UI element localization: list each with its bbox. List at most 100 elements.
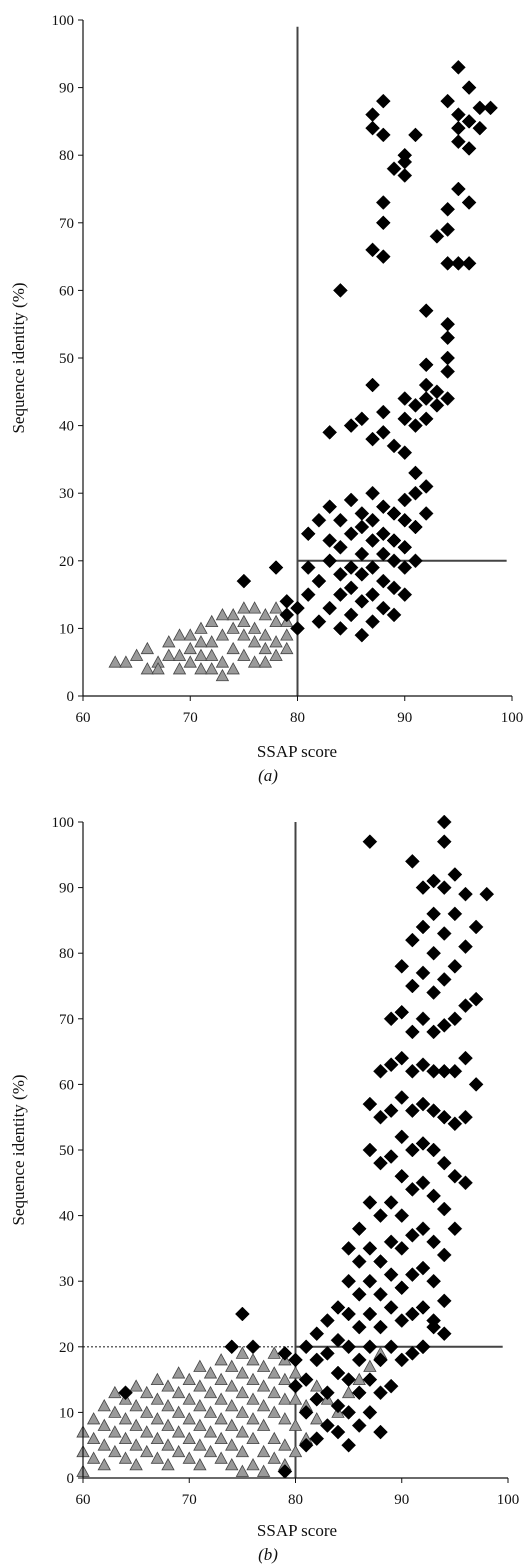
diamond-point (436, 1063, 452, 1079)
x-tick-label: 90 (394, 1492, 409, 1508)
diamond-point (341, 1339, 356, 1355)
triangle-point (256, 1359, 271, 1372)
diamond-point (373, 1385, 388, 1401)
y-tick-label: 0 (67, 1471, 75, 1487)
triangle-point (161, 1458, 175, 1471)
triangle-point (215, 608, 230, 621)
diamond-point (351, 1352, 367, 1368)
triangle-point (194, 635, 208, 648)
triangle-point (172, 648, 187, 661)
diamond-point (373, 1319, 388, 1335)
y-tick-label: 10 (59, 1405, 74, 1421)
diamond-point (320, 1313, 335, 1328)
triangle-point (226, 621, 240, 634)
triangle-point (118, 1431, 133, 1445)
triangle-point (203, 1385, 218, 1399)
y-tick-label: 100 (52, 815, 75, 831)
diamond-point (415, 1221, 431, 1237)
diamond-point (386, 161, 402, 177)
triangle-point (278, 1392, 292, 1405)
triangle-point (203, 1405, 218, 1418)
diamond-point (365, 120, 380, 136)
diamond-point (309, 1431, 325, 1446)
diamond-point (279, 594, 295, 609)
x-tick-label: 60 (76, 1492, 91, 1508)
diamond-point (365, 533, 380, 548)
diamond-point (343, 492, 359, 508)
triangle-point (215, 668, 230, 682)
diamond-point (354, 627, 370, 643)
diamond-point (483, 100, 498, 116)
triangle-point (256, 1399, 271, 1412)
y-tick-label: 70 (59, 1012, 74, 1028)
diamond-point (397, 154, 413, 170)
triangle-point (235, 1346, 250, 1359)
diamond-point (408, 465, 423, 481)
diamond-point (365, 587, 380, 602)
diamond-point (440, 201, 456, 217)
triangle-point (235, 1385, 250, 1399)
x-tick-label: 100 (501, 710, 524, 726)
triangle-point (97, 1399, 111, 1412)
triangle-point (119, 655, 133, 668)
chart-panel-a: 0 10 20 30 40 50 60 70 80 90 100 60 70 80 90 100 SSAP s… (9, 13, 523, 785)
diamond-point (362, 1372, 378, 1387)
triangle-point (225, 1399, 239, 1412)
diamond-point (311, 573, 327, 589)
diamond-point (461, 141, 477, 156)
y-tick-label: 20 (59, 1340, 74, 1356)
diamond-point (383, 1339, 399, 1355)
diamond-point (383, 1103, 399, 1118)
triangle-point (225, 1359, 239, 1372)
diamond-point (458, 939, 473, 954)
triangle-point (247, 621, 262, 634)
diamond-point (341, 1306, 356, 1322)
diamond-point (436, 814, 452, 830)
diamond-point (447, 1116, 463, 1132)
diamond-point (440, 391, 456, 406)
y-tick-label: 40 (59, 1209, 74, 1225)
triangle-point (235, 1405, 250, 1418)
diamond-point (386, 553, 402, 569)
diamond-point (322, 553, 338, 569)
triangle-point (129, 1399, 143, 1412)
triangle-point (235, 1464, 250, 1477)
diamond-point (461, 114, 477, 129)
diamond-point (394, 1208, 410, 1223)
diamond-point (436, 1109, 452, 1125)
triangle-point (288, 1418, 303, 1431)
triangle-point (161, 1418, 175, 1431)
diamond-point (365, 107, 380, 122)
diamond-point (322, 600, 338, 616)
diamond-point (354, 411, 370, 427)
diamond-point (394, 1050, 410, 1066)
triangle-point (150, 1451, 165, 1464)
diamond-point (405, 1182, 420, 1197)
triangle-point (235, 1425, 250, 1438)
triangle-point (247, 601, 262, 614)
diamond-point (351, 1385, 367, 1401)
triangle-point (183, 655, 197, 668)
triangle-point (194, 621, 208, 634)
triangle-point (108, 655, 122, 668)
diamond-point (365, 512, 380, 528)
diamond-point (436, 1326, 452, 1342)
diamond-point (418, 506, 434, 521)
diamond-point (333, 512, 348, 528)
triangle-point (182, 1392, 196, 1405)
y-tick-label: 80 (59, 946, 74, 962)
triangle-point (256, 1418, 271, 1431)
diamond-point (451, 120, 466, 136)
diamond-point (375, 215, 391, 231)
diamond-point (375, 546, 391, 562)
diamond-point (373, 1254, 388, 1269)
triangle-point (247, 635, 262, 648)
diamond-point (429, 384, 445, 400)
diamond-point (436, 1293, 452, 1309)
diamond-point (415, 1260, 431, 1276)
diamond-point (383, 1378, 399, 1394)
diamond-point (468, 1077, 484, 1092)
diamond-point (468, 919, 484, 935)
diamond-point (458, 886, 473, 902)
diamond-point (415, 880, 431, 895)
